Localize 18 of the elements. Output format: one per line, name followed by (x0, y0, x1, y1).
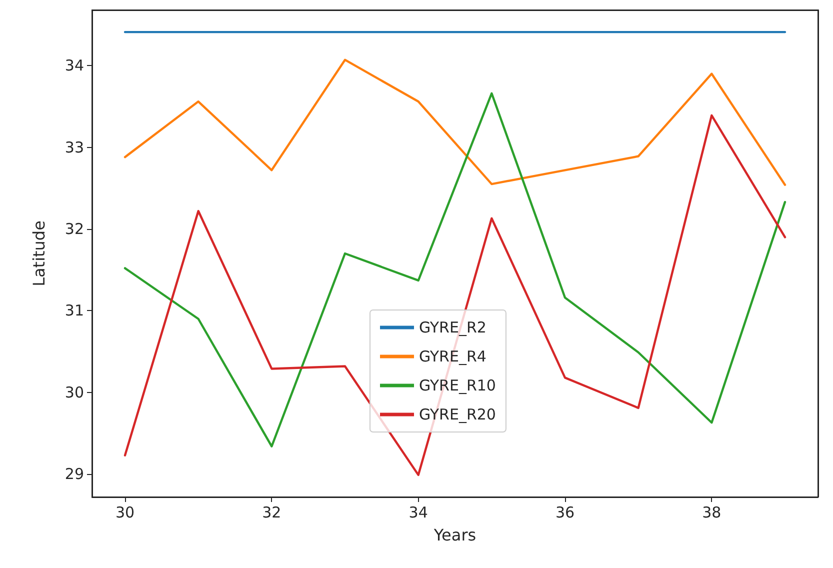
legend-label: GYRE_R10 (419, 376, 496, 394)
x-tick-label: 34 (408, 504, 428, 522)
y-tick-label: 31 (64, 302, 84, 320)
y-tick-label: 30 (64, 383, 84, 402)
x-tick-label: 32 (262, 504, 282, 522)
legend-label: GYRE_R4 (419, 348, 486, 366)
y-tick-label: 29 (64, 465, 84, 484)
y-tick-label: 33 (64, 138, 84, 156)
y-tick-label: 32 (64, 220, 84, 238)
legend-label: GYRE_R2 (419, 318, 486, 336)
x-axis-title: Years (432, 526, 476, 544)
line-series (124, 58, 786, 186)
legend-label: GYRE_R20 (419, 406, 496, 424)
x-tick-label: 38 (702, 504, 722, 522)
y-axis-title: Latitude (30, 220, 48, 286)
y-tick-label: 34 (64, 56, 84, 75)
x-tick-label: 36 (555, 504, 575, 522)
x-tick-label: 30 (115, 504, 135, 522)
